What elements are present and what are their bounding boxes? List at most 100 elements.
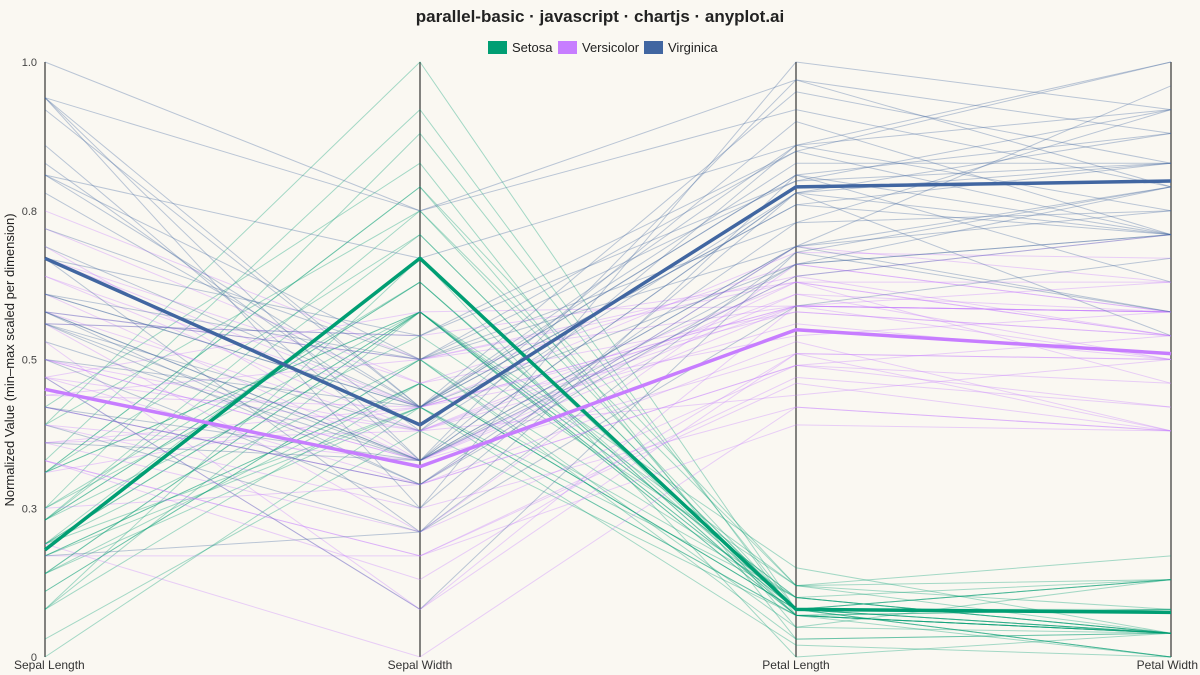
data-line-versicolor <box>44 293 1172 462</box>
data-line-setosa <box>44 382 1172 658</box>
data-line-setosa <box>44 233 1172 634</box>
data-line-versicolor <box>44 305 1172 462</box>
data-line-versicolor <box>44 305 1172 611</box>
dimension-label-petal-length: Petal Length <box>762 658 829 672</box>
data-line-setosa <box>44 382 1172 658</box>
data-line-setosa <box>44 382 1172 634</box>
data-line-virginica <box>44 257 1172 557</box>
data-line-virginica <box>44 109 1172 361</box>
data-line-setosa <box>44 61 1172 610</box>
legend-swatch-setosa <box>488 41 507 54</box>
data-line-versicolor <box>44 353 1172 462</box>
data-line-virginica <box>44 192 1172 509</box>
data-line-versicolor <box>44 257 1172 384</box>
data-line-virginica <box>44 61 1172 259</box>
legend-swatch-virginica <box>644 41 663 54</box>
data-line-virginica <box>44 174 1172 408</box>
data-line-setosa <box>44 358 1172 634</box>
y-axis-ticks: 0 0.3 0.5 0.8 1.0 <box>22 57 37 664</box>
data-line-setosa <box>44 358 1172 634</box>
data-line-virginica <box>44 162 1172 337</box>
data-line-versicolor <box>44 406 1172 658</box>
data-line-virginica <box>44 79 1172 212</box>
y-axis-label: Normalized Value (min–max scaled per dim… <box>2 213 17 506</box>
data-line-setosa <box>44 257 1172 658</box>
data-line-setosa <box>44 406 1172 658</box>
data-line-setosa <box>44 406 1172 658</box>
chart-title: parallel-basic · javascript · chartjs · … <box>416 7 784 26</box>
data-line-virginica <box>44 251 1172 611</box>
data-line-virginica <box>44 234 1172 408</box>
mean-line-virginica <box>44 179 1172 427</box>
data-line-versicolor <box>44 335 1172 509</box>
data-line-versicolor <box>44 251 1172 408</box>
data-line-setosa <box>44 186 1172 628</box>
legend-label-setosa: Setosa <box>512 40 553 55</box>
dimension-label-petal-width: Petal Width <box>1137 658 1198 672</box>
data-line-versicolor <box>44 353 1172 610</box>
data-line-versicolor <box>44 245 1172 486</box>
data-line-versicolor <box>44 210 1172 361</box>
data-line-virginica <box>44 174 1172 533</box>
dimension-label-sepal-width: Sepal Width <box>388 658 453 672</box>
data-line-versicolor <box>44 305 1172 361</box>
data-line-versicolor <box>44 234 1172 396</box>
data-line-setosa <box>44 233 1172 610</box>
data-line-setosa <box>44 311 1172 634</box>
data-line-virginica <box>44 85 1172 462</box>
data-line-versicolor <box>44 246 1172 462</box>
data-line-setosa <box>44 132 1172 658</box>
data-line-versicolor <box>44 311 1172 408</box>
data-line-versicolor <box>44 382 1172 557</box>
data-line-setosa <box>44 406 1172 634</box>
data-line-virginica <box>44 192 1172 432</box>
data-line-setosa <box>44 311 1172 634</box>
dimension-label-sepal-length: Sepal Length <box>14 658 85 672</box>
data-line-setosa <box>44 311 1172 610</box>
data-line-setosa <box>44 281 1172 634</box>
data-line-versicolor <box>45 424 1172 557</box>
y-tick-label: 1.0 <box>22 57 37 69</box>
data-line-setosa <box>44 311 1172 599</box>
data-line-virginica <box>44 61 1172 510</box>
data-line-setosa <box>44 162 1172 640</box>
data-line-versicolor <box>44 341 1172 486</box>
dimension-axes <box>44 62 1172 657</box>
legend-swatch-versicolor <box>558 41 577 54</box>
y-tick-label: 0.3 <box>22 503 37 515</box>
data-line-versicolor <box>44 281 1172 432</box>
data-lines <box>44 61 1172 658</box>
data-line-versicolor <box>44 376 1172 557</box>
data-line-versicolor <box>44 364 1172 533</box>
data-line-setosa <box>44 186 1172 587</box>
data-line-virginica <box>44 79 1172 462</box>
data-line-virginica <box>44 109 1172 361</box>
data-line-setosa <box>44 358 1172 640</box>
data-line-versicolor <box>44 281 1172 378</box>
data-line-virginica <box>44 162 1171 408</box>
data-line-virginica <box>44 210 1172 486</box>
mean-line-versicolor <box>44 328 1172 469</box>
data-line-setosa <box>44 108 1172 634</box>
data-line-virginica <box>44 61 1172 212</box>
data-line-virginica <box>44 61 1172 337</box>
data-line-virginica <box>44 120 1172 432</box>
data-line-virginica <box>44 210 1172 486</box>
data-line-setosa <box>44 257 1172 634</box>
legend-label-virginica: Virginica <box>668 40 718 55</box>
data-line-versicolor <box>44 281 1171 337</box>
data-line-virginica <box>44 144 1172 462</box>
y-tick-label: 0.5 <box>22 355 37 367</box>
data-line-setosa <box>44 311 1172 634</box>
data-line-setosa <box>44 311 1172 634</box>
data-line-virginica <box>44 186 1172 533</box>
legend: Setosa Versicolor Virginica <box>488 40 718 55</box>
data-line-virginica <box>44 186 1172 462</box>
data-line-versicolor <box>44 228 1172 384</box>
data-line-setosa <box>44 382 1172 634</box>
dimension-labels: Sepal Length Sepal Width Petal Length Petal… <box>14 658 1198 672</box>
data-line-virginica <box>44 91 1172 408</box>
data-line-virginica <box>44 186 1172 361</box>
legend-label-versicolor: Versicolor <box>582 40 640 55</box>
